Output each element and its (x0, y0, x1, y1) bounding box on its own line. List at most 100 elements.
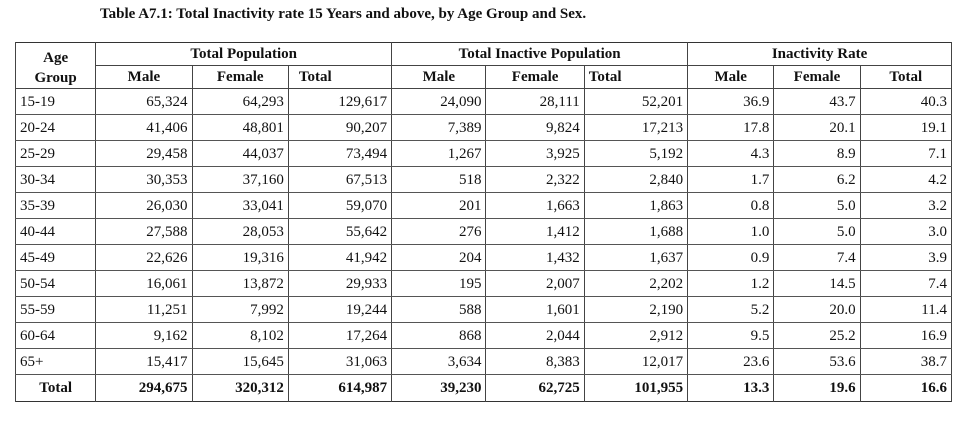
table-row: 60-64 9,162 8,102 17,264 868 2,044 2,912… (14, 322, 953, 349)
table-cell: 3,925 (485, 140, 585, 167)
table-cell: 3.0 (859, 218, 953, 245)
total-row: Total 294,675 320,312 614,987 39,230 62,… (14, 374, 953, 402)
table-cell: 16.9 (859, 322, 953, 349)
table-cell: 24,090 (391, 88, 487, 115)
table-cell: 17,264 (287, 322, 393, 349)
table-cell: 90,207 (287, 114, 393, 141)
table-cell: 2,322 (485, 166, 585, 193)
age-group-cell: 55-59 (14, 296, 97, 323)
table-cell: 28,111 (485, 88, 585, 115)
table-row: 30-34 30,353 37,160 67,513 518 2,322 2,8… (14, 166, 953, 193)
table-cell: 30,353 (95, 166, 193, 193)
table-cell: 1,863 (583, 192, 689, 219)
total-label: Total (14, 374, 97, 402)
table-cell: 2,840 (583, 166, 689, 193)
column-header: Total (287, 65, 393, 89)
group-header-inactivity-rate: Inactivity Rate (687, 42, 952, 66)
table-cell: 22,626 (95, 244, 193, 271)
table-cell: 4.2 (859, 166, 953, 193)
table-cell: 0.9 (687, 244, 775, 271)
table-cell: 19.1 (859, 114, 953, 141)
age-group-cell: 20-24 (14, 114, 97, 141)
table-cell: 65,324 (95, 88, 193, 115)
total-cell: 13.3 (687, 374, 775, 402)
table-cell: 276 (391, 218, 487, 245)
table-cell: 5.2 (687, 296, 775, 323)
table-cell: 7.4 (773, 244, 861, 271)
table-cell: 28,053 (191, 218, 289, 245)
table-cell: 9,162 (95, 322, 193, 349)
table-cell: 1,601 (485, 296, 585, 323)
table-cell: 1,663 (485, 192, 585, 219)
column-header: Total (859, 65, 953, 89)
table-cell: 5,192 (583, 140, 689, 167)
table-cell: 33,041 (191, 192, 289, 219)
table-cell: 43.7 (773, 88, 861, 115)
table-cell: 0.8 (687, 192, 775, 219)
table-cell: 12,017 (583, 348, 689, 375)
table-cell: 195 (391, 270, 487, 297)
group-header-total-inactive-population: Total Inactive Population (391, 42, 689, 66)
column-header: Female (191, 65, 289, 89)
table-cell: 6.2 (773, 166, 861, 193)
total-cell: 320,312 (191, 374, 289, 402)
table-cell: 1.7 (687, 166, 775, 193)
table-cell: 31,063 (287, 348, 393, 375)
table-cell: 29,458 (95, 140, 193, 167)
table-cell: 588 (391, 296, 487, 323)
table-cell: 8.9 (773, 140, 861, 167)
column-header: Total (583, 65, 689, 89)
table-title: Table A7.1: Total Inactivity rate 15 Yea… (100, 6, 587, 22)
table-cell: 64,293 (191, 88, 289, 115)
table-cell: 23.6 (687, 348, 775, 375)
table-cell: 36.9 (687, 88, 775, 115)
column-header: Male (391, 65, 487, 89)
table-cell: 13,872 (191, 270, 289, 297)
table-cell: 129,617 (287, 88, 393, 115)
column-header: Female (485, 65, 585, 89)
table-row: 20-24 41,406 48,801 90,207 7,389 9,824 1… (14, 114, 953, 141)
total-cell: 294,675 (95, 374, 193, 402)
table-cell: 14.5 (773, 270, 861, 297)
table-cell: 2,044 (485, 322, 585, 349)
total-cell: 19.6 (773, 374, 861, 402)
table-cell: 8,383 (485, 348, 585, 375)
table-cell: 204 (391, 244, 487, 271)
table-cell: 3.9 (859, 244, 953, 271)
total-cell: 16.6 (859, 374, 953, 402)
table-row: 50-54 16,061 13,872 29,933 195 2,007 2,2… (14, 270, 953, 297)
age-group-header: Age Group (14, 42, 97, 89)
table-cell: 1,432 (485, 244, 585, 271)
table-row: 65+ 15,417 15,645 31,063 3,634 8,383 12,… (14, 348, 953, 375)
table-cell: 40.3 (859, 88, 953, 115)
table-cell: 41,406 (95, 114, 193, 141)
table-cell: 38.7 (859, 348, 953, 375)
table-cell: 15,417 (95, 348, 193, 375)
table-cell: 17.8 (687, 114, 775, 141)
column-header: Male (687, 65, 775, 89)
table-cell: 7.1 (859, 140, 953, 167)
table-cell: 20.1 (773, 114, 861, 141)
table-cell: 4.3 (687, 140, 775, 167)
table-cell: 7,389 (391, 114, 487, 141)
table-cell: 201 (391, 192, 487, 219)
table-cell: 7.4 (859, 270, 953, 297)
column-header: Female (773, 65, 861, 89)
table-cell: 2,912 (583, 322, 689, 349)
table-cell: 17,213 (583, 114, 689, 141)
table-cell: 1,267 (391, 140, 487, 167)
age-group-cell: 35-39 (14, 192, 97, 219)
age-group-cell: 40-44 (14, 218, 97, 245)
total-cell: 614,987 (287, 374, 393, 402)
table-cell: 53.6 (773, 348, 861, 375)
table-row: 40-44 27,588 28,053 55,642 276 1,412 1,6… (14, 218, 953, 245)
table-cell: 29,933 (287, 270, 393, 297)
total-cell: 62,725 (485, 374, 585, 402)
table-cell: 3.2 (859, 192, 953, 219)
age-group-cell: 25-29 (14, 140, 97, 167)
table-cell: 59,070 (287, 192, 393, 219)
table-cell: 37,160 (191, 166, 289, 193)
table-cell: 2,202 (583, 270, 689, 297)
table-cell: 5.0 (773, 192, 861, 219)
table-cell: 44,037 (191, 140, 289, 167)
